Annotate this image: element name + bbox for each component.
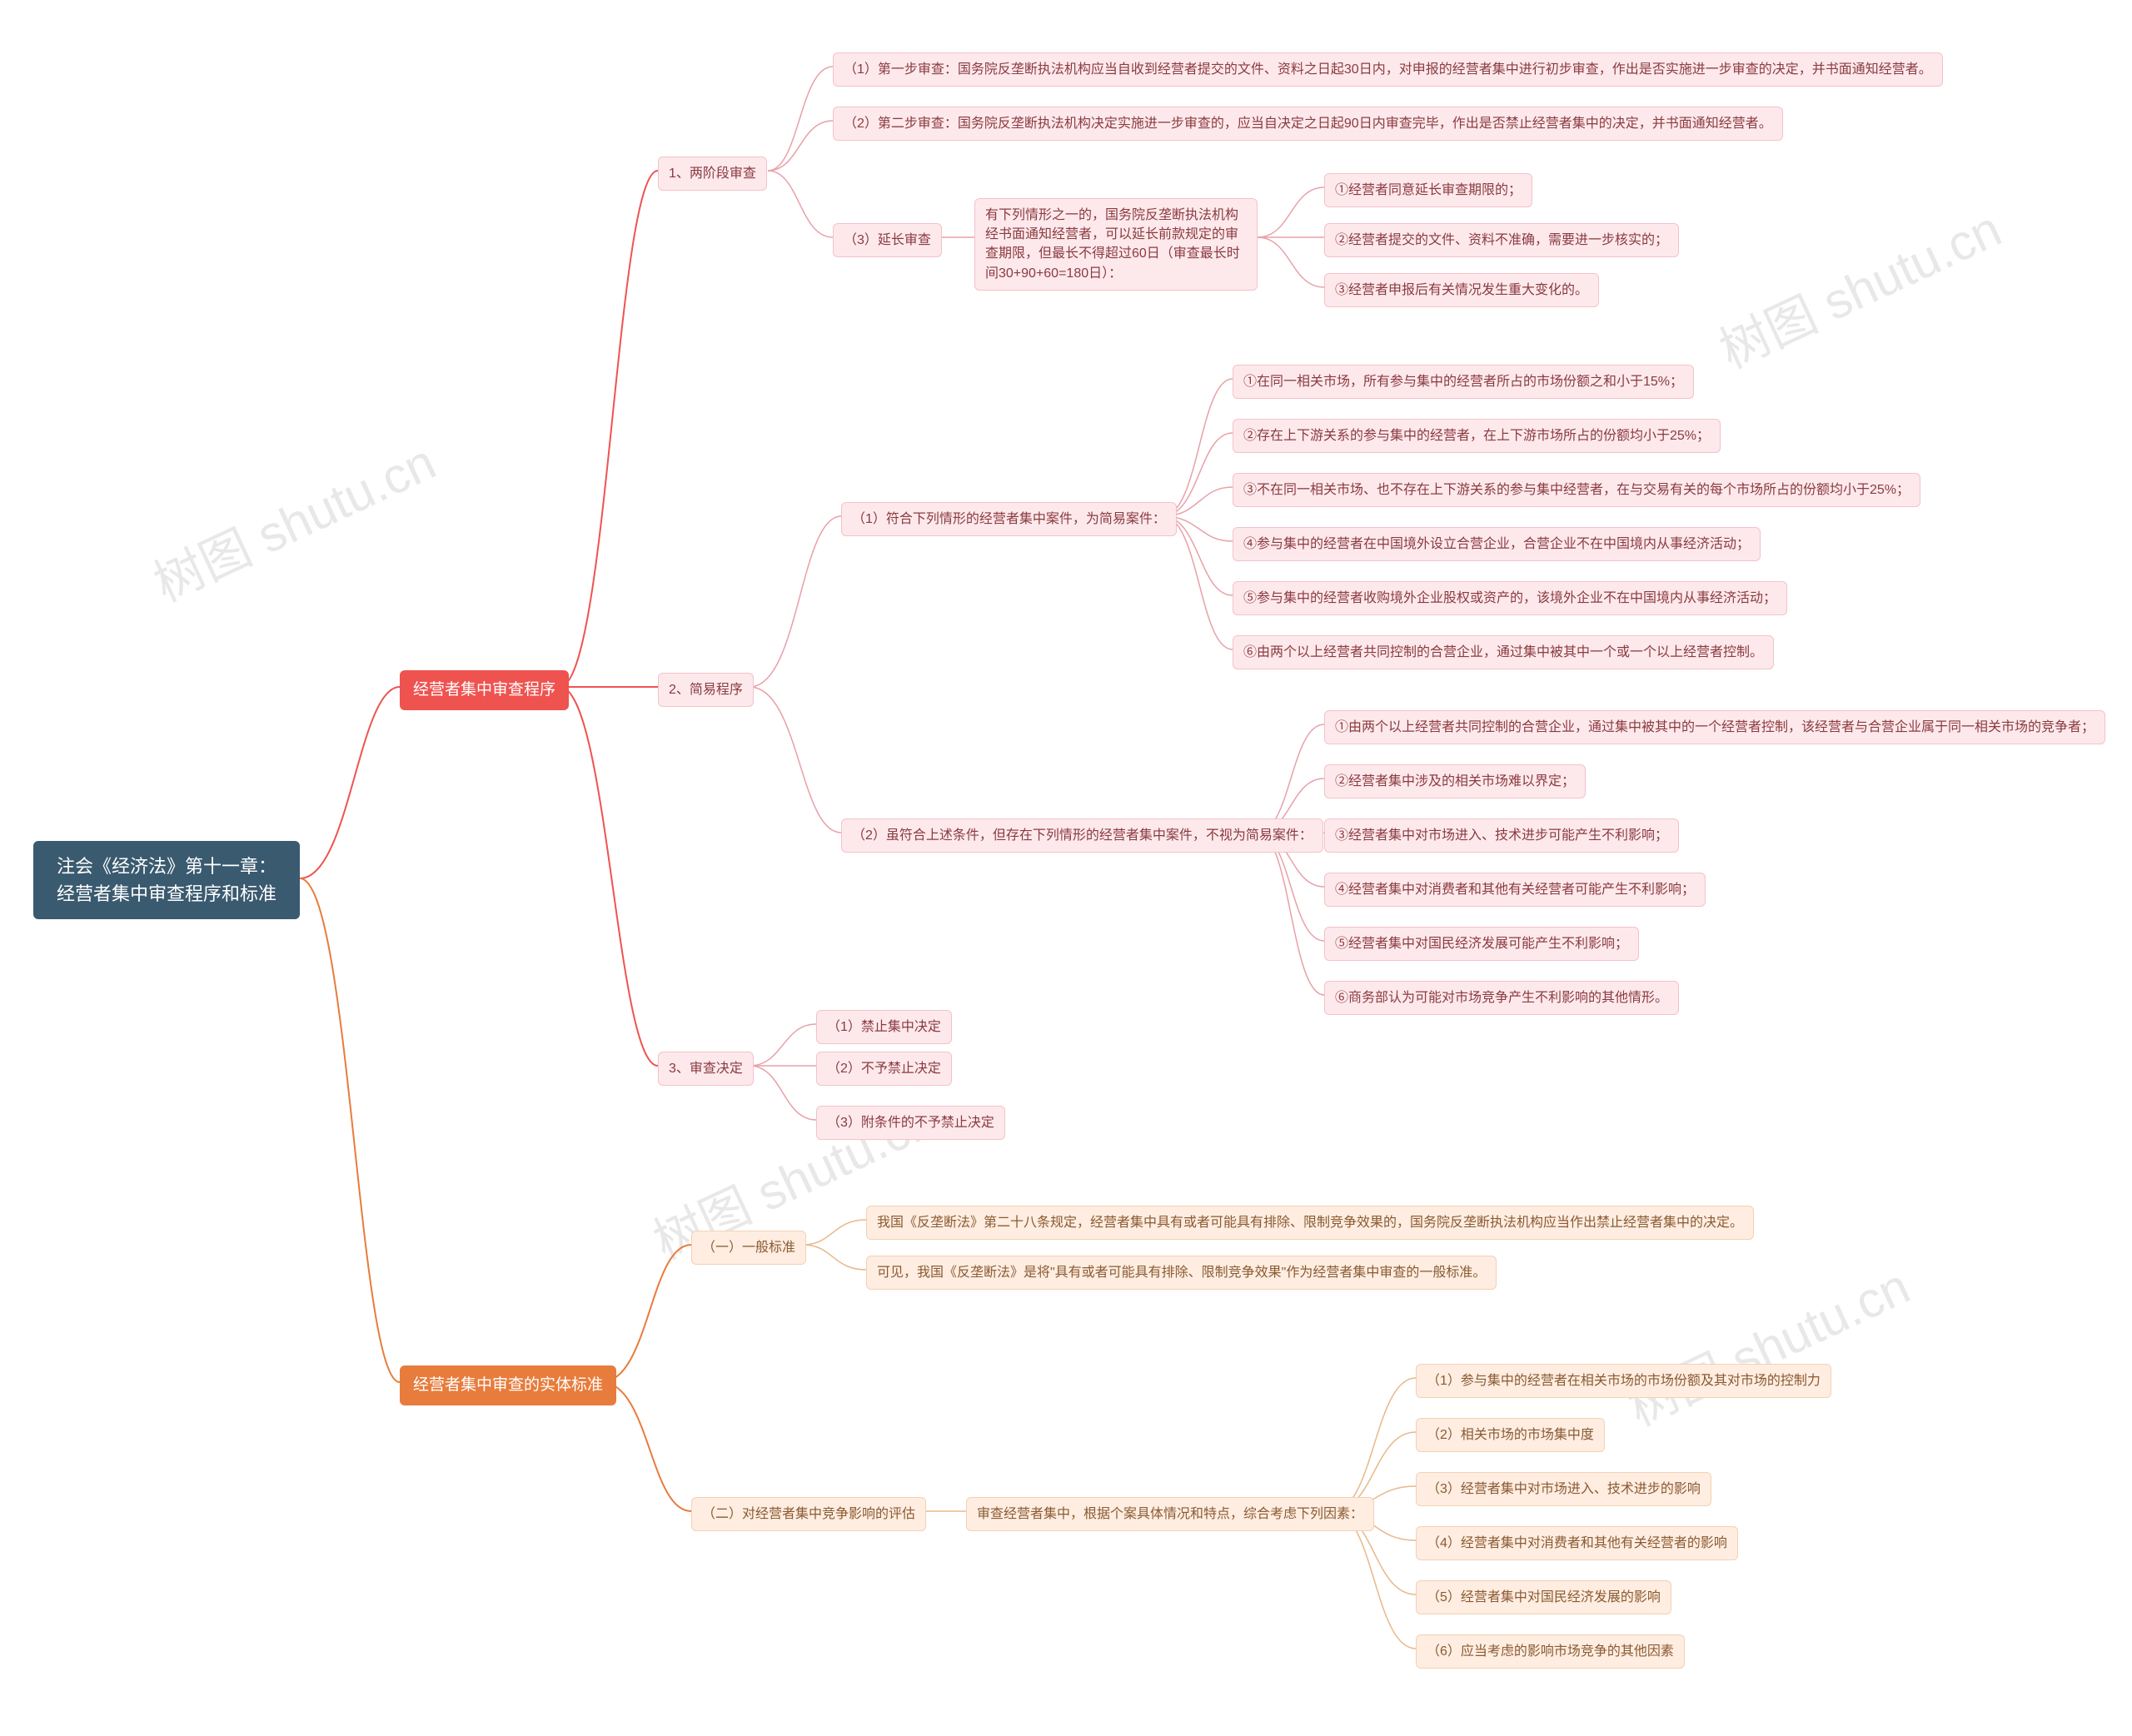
a2-c2-5: ⑤经营者集中对国民经济发展可能产生不利影响； bbox=[1324, 927, 1639, 961]
a1-step2: （2）第二步审查：国务院反垄断执法机构决定实施进一步审查的，应当自决定之日起90… bbox=[833, 107, 1783, 141]
watermark: 树图 shutu.cn bbox=[1615, 1246, 1920, 1440]
a2-c1-1: ①在同一相关市场，所有参与集中的经营者所占的市场份额之和小于15%； bbox=[1233, 365, 1694, 399]
root-node[interactable]: 注会《经济法》第十一章：经营者集中审查程序和标准 bbox=[33, 841, 300, 919]
a2-c2-3: ③经营者集中对市场进入、技术进步可能产生不利影响； bbox=[1324, 818, 1679, 853]
a2-not-simple[interactable]: （2）虽符合上述条件，但存在下列情形的经营者集中案件，不视为简易案件： bbox=[841, 818, 1323, 853]
watermark: 树图 shutu.cn bbox=[1706, 189, 2011, 382]
b2-c1-2: （2）相关市场的市场集中度 bbox=[1416, 1418, 1605, 1452]
b2-c1-1: （1）参与集中的经营者在相关市场的市场份额及其对市场的控制力 bbox=[1416, 1364, 1831, 1398]
branch-review-procedure[interactable]: 经营者集中审查程序 bbox=[400, 670, 569, 710]
a1-extend-2: ②经营者提交的文件、资料不准确，需要进一步核实的； bbox=[1324, 223, 1679, 257]
a2-simple-cases[interactable]: （1）符合下列情形的经营者集中案件，为简易案件： bbox=[841, 502, 1177, 536]
a3-c2: （2）不予禁止决定 bbox=[816, 1052, 952, 1086]
a2-c2-6: ⑥商务部认为可能对市场竞争产生不利影响的其他情形。 bbox=[1324, 981, 1679, 1015]
watermark: 树图 shutu.cn bbox=[141, 422, 446, 615]
a3-c3: （3）附条件的不予禁止决定 bbox=[816, 1106, 1005, 1140]
a1-extend-1: ①经营者同意延长审查期限的； bbox=[1324, 173, 1532, 207]
a1-extend-desc: 有下列情形之一的，国务院反垄断执法机构经书面通知经营者，可以延长前款规定的审查期… bbox=[974, 198, 1258, 291]
b2-c1-5: （5）经营者集中对国民经济发展的影响 bbox=[1416, 1580, 1671, 1614]
b1-title[interactable]: （一）一般标准 bbox=[691, 1231, 806, 1265]
b2-c1-4: （4）经营者集中对消费者和其他有关经营者的影响 bbox=[1416, 1526, 1738, 1560]
b2-c1-3: （3）经营者集中对市场进入、技术进步的影响 bbox=[1416, 1472, 1711, 1506]
a2-c1-6: ⑥由两个以上经营者共同控制的合营企业，通过集中被其中一个或一个以上经营者控制。 bbox=[1233, 635, 1774, 669]
a1-extend-3: ③经营者申报后有关情况发生重大变化的。 bbox=[1324, 273, 1599, 307]
a2-c1-5: ⑤参与集中的经营者收购境外企业股权或资产的，该境外企业不在中国境内从事经济活动； bbox=[1233, 581, 1787, 615]
a2-c1-2: ②存在上下游关系的参与集中的经营者，在上下游市场所占的份额均小于25%； bbox=[1233, 419, 1721, 453]
b1-c1: 我国《反垄断法》第二十八条规定，经营者集中具有或者可能具有排除、限制竞争效果的，… bbox=[866, 1206, 1754, 1240]
a2-c2-1: ①由两个以上经营者共同控制的合营企业，通过集中被其中的一个经营者控制，该经营者与… bbox=[1324, 710, 2105, 744]
a1-extend[interactable]: （3）延长审查 bbox=[833, 223, 942, 257]
a3-c1: （1）禁止集中决定 bbox=[816, 1010, 952, 1044]
a2-c1-3: ③不在同一相关市场、也不存在上下游关系的参与集中经营者，在与交易有关的每个市场所… bbox=[1233, 473, 1920, 507]
a1-step1: （1）第一步审查：国务院反垄断执法机构应当自收到经营者提交的文件、资料之日起30… bbox=[833, 52, 1943, 87]
a2-title[interactable]: 2、简易程序 bbox=[658, 673, 754, 707]
b2-factors[interactable]: 审查经营者集中，根据个案具体情况和特点，综合考虑下列因素： bbox=[966, 1497, 1374, 1531]
a2-c2-2: ②经营者集中涉及的相关市场难以界定； bbox=[1324, 764, 1586, 798]
a3-title[interactable]: 3、审查决定 bbox=[658, 1052, 754, 1086]
b2-c1-6: （6）应当考虑的影响市场竞争的其他因素 bbox=[1416, 1634, 1685, 1669]
b2-title[interactable]: （二）对经营者集中竞争影响的评估 bbox=[691, 1497, 926, 1531]
branch-substantive-standard[interactable]: 经营者集中审查的实体标准 bbox=[400, 1365, 616, 1405]
a1-title[interactable]: 1、两阶段审查 bbox=[658, 157, 767, 191]
b1-c2: 可见，我国《反垄断法》是将"具有或者可能具有排除、限制竞争效果"作为经营者集中审… bbox=[866, 1256, 1497, 1290]
a2-c1-4: ④参与集中的经营者在中国境外设立合营企业，合营企业不在中国境内从事经济活动； bbox=[1233, 527, 1761, 561]
a2-c2-4: ④经营者集中对消费者和其他有关经营者可能产生不利影响； bbox=[1324, 873, 1706, 907]
